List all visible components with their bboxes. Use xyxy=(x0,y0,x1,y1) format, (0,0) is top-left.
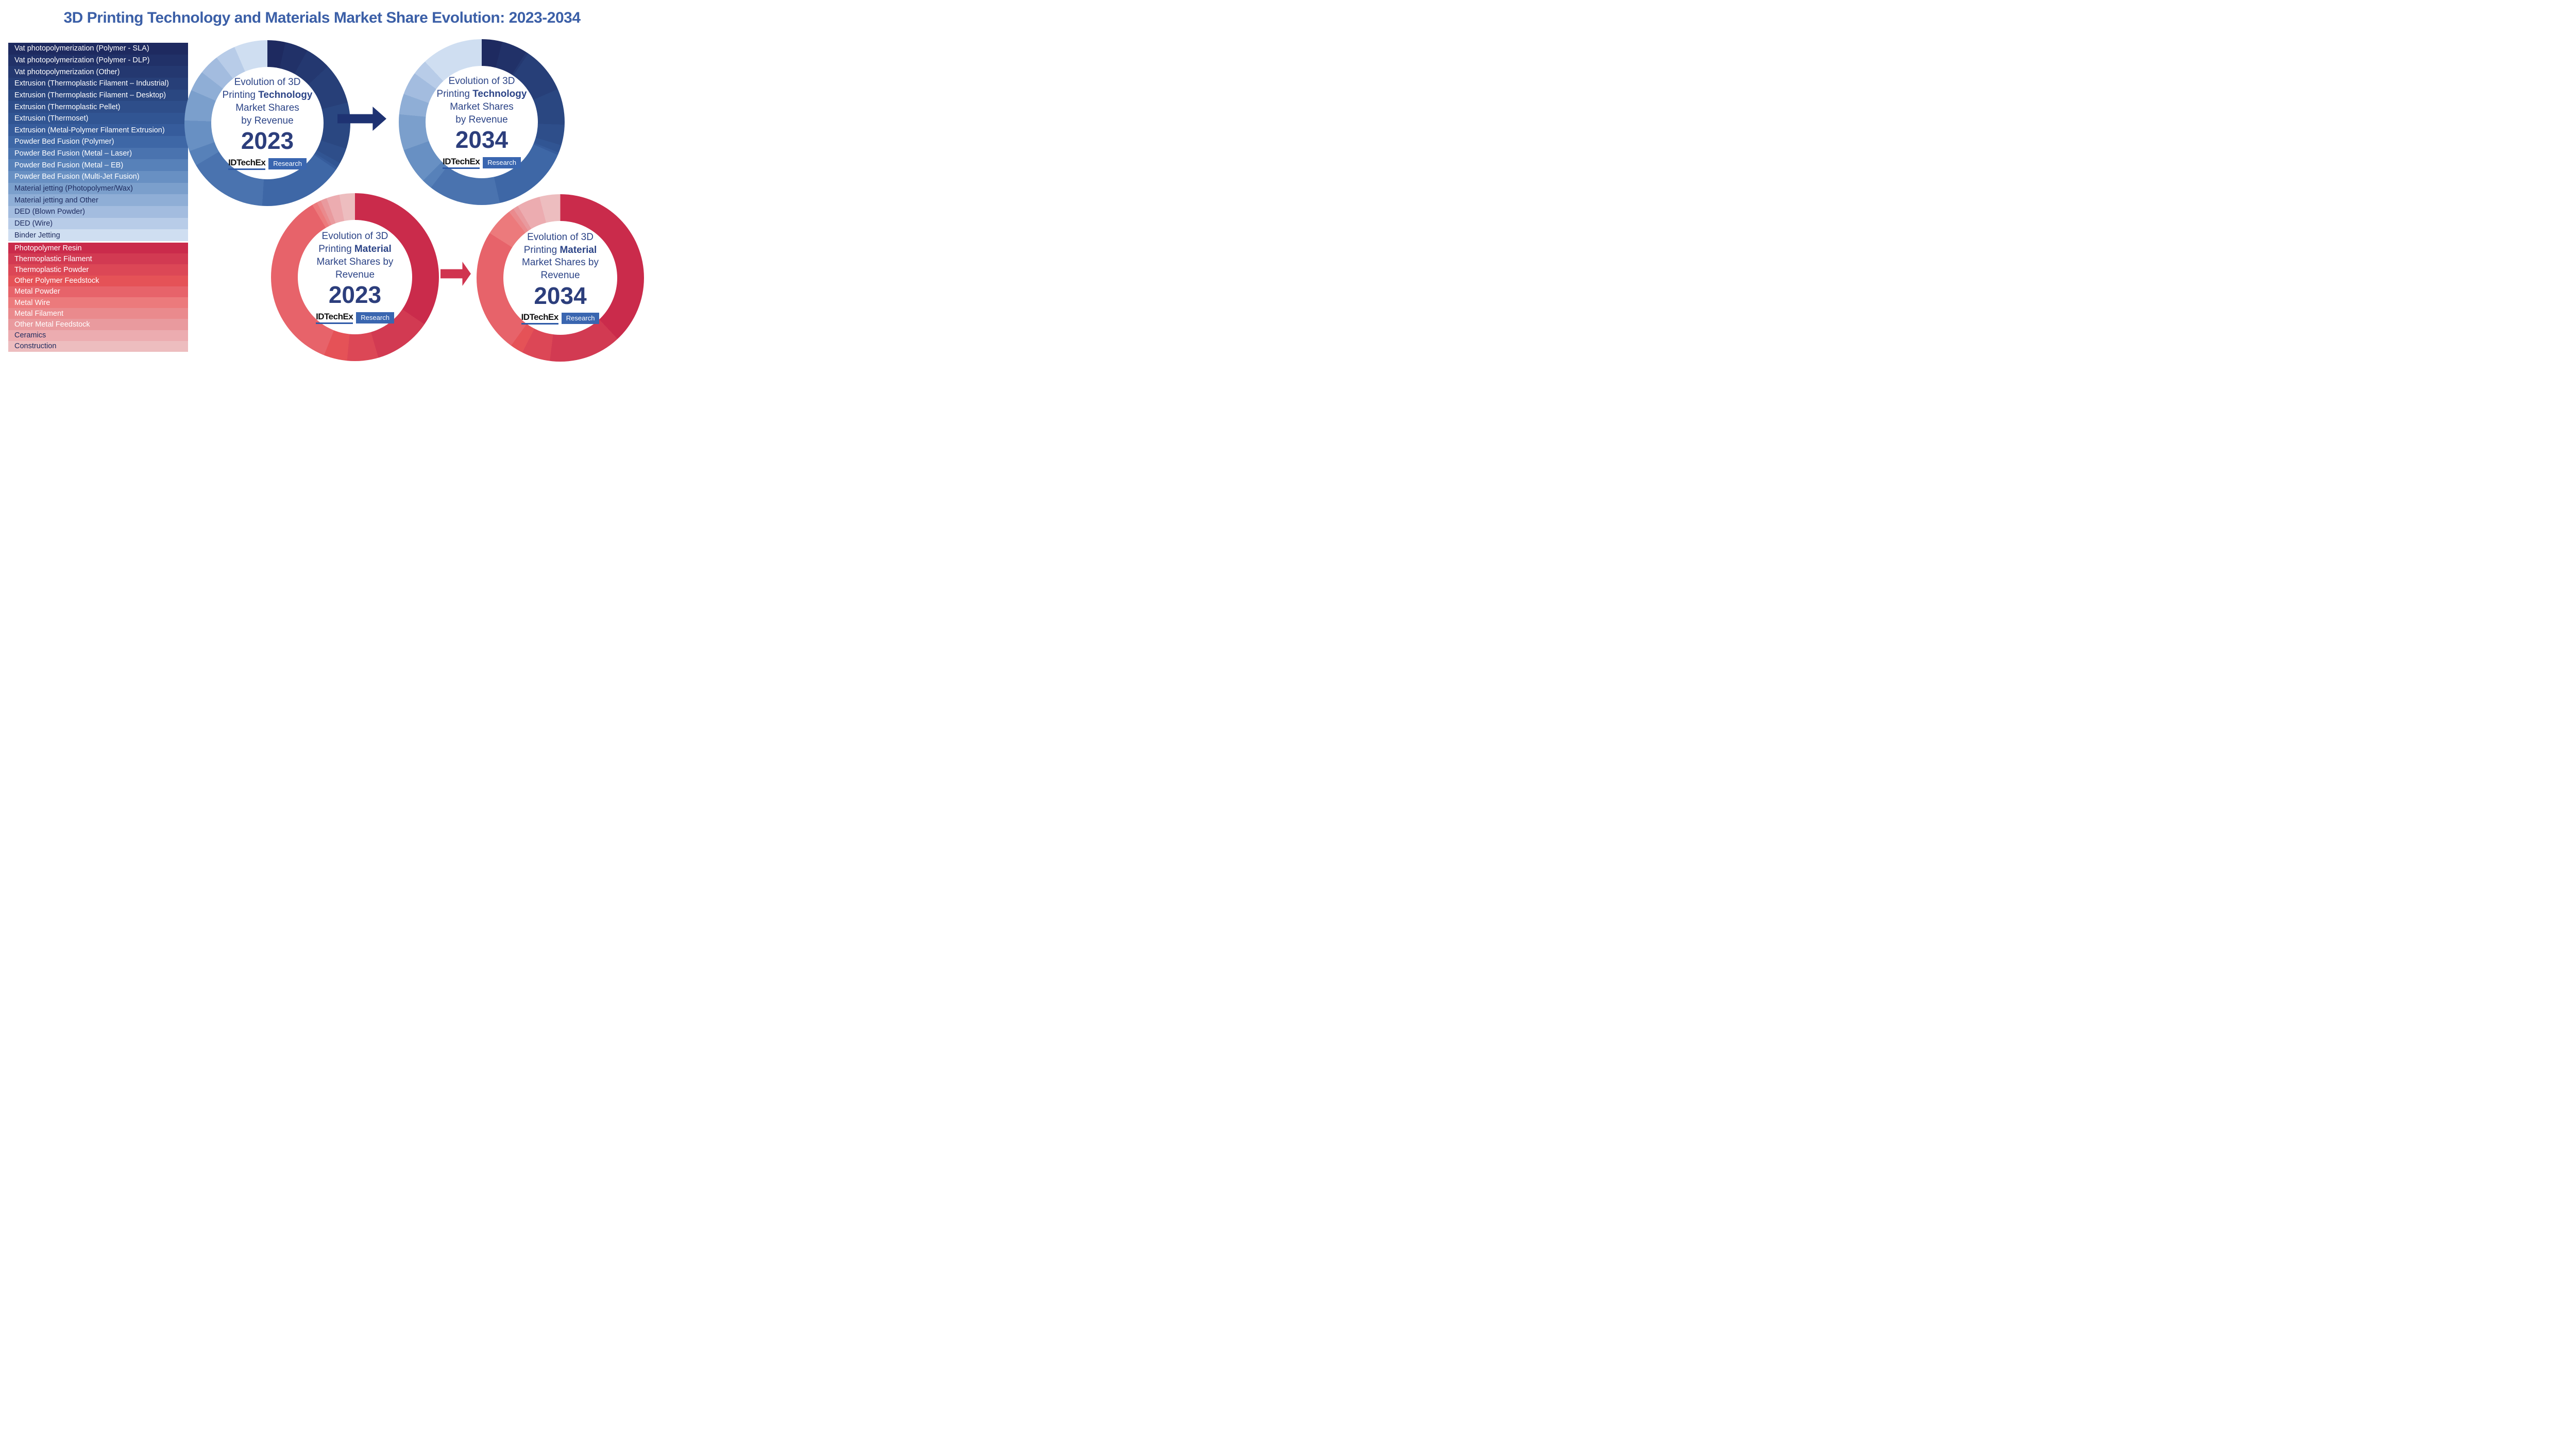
legend-item: Construction xyxy=(8,340,188,352)
infographic-canvas: 3D Printing Technology and Materials Mar… xyxy=(0,0,644,362)
donut-year: 2023 xyxy=(241,127,294,155)
legend-item: DED (Blown Powder) xyxy=(8,206,188,218)
legend-item: Metal Filament xyxy=(8,308,188,319)
legend-item: Powder Bed Fusion (Polymer) xyxy=(8,136,188,148)
donut-chart-technology-2034: Evolution of 3D Printing Technology Mark… xyxy=(399,39,565,205)
donut-chart-material-2034: Evolution of 3D Printing Material Market… xyxy=(477,194,644,362)
donut-center-label: Evolution of 3D Printing Material Market… xyxy=(316,231,394,280)
legend-item: Vat photopolymerization (Polymer - DLP) xyxy=(8,54,188,66)
donut-chart-technology-2023: Evolution of 3D Printing Technology Mark… xyxy=(184,40,350,206)
idtechex-wordmark: IDTechEx xyxy=(316,312,353,324)
page-title: 3D Printing Technology and Materials Mar… xyxy=(63,9,581,26)
legend-item: Binder Jetting xyxy=(8,229,188,241)
donut-year: 2023 xyxy=(328,281,382,309)
research-badge: Research xyxy=(483,157,521,168)
idtechex-logo: IDTechEx Research xyxy=(228,158,307,170)
legend-item: Thermoplastic Powder xyxy=(8,264,188,276)
legend-item: Powder Bed Fusion (Metal – EB) xyxy=(8,159,188,172)
donut-center-label: Evolution of 3D Printing Technology Mark… xyxy=(222,77,313,126)
donut-center: Evolution of 3D Printing Material Market… xyxy=(503,221,617,335)
legend-item: Extrusion (Thermoset) xyxy=(8,112,188,125)
research-badge: Research xyxy=(268,158,307,169)
legend-item: Vat photopolymerization (Polymer - SLA) xyxy=(8,43,188,55)
donut-chart-material-2023: Evolution of 3D Printing Material Market… xyxy=(271,193,439,361)
legend-item: Metal Wire xyxy=(8,297,188,309)
idtechex-wordmark: IDTechEx xyxy=(443,157,480,169)
idtechex-wordmark: IDTechEx xyxy=(228,158,266,170)
legend-item: Extrusion (Thermoplastic Pellet) xyxy=(8,101,188,113)
research-badge: Research xyxy=(561,313,600,325)
donut-center-label: Evolution of 3D Printing Material Market… xyxy=(522,231,599,281)
donut-year: 2034 xyxy=(455,126,509,154)
idtechex-logo: IDTechEx Research xyxy=(316,312,394,324)
legend-item: Powder Bed Fusion (Metal – Laser) xyxy=(8,147,188,160)
donut-center: Evolution of 3D Printing Material Market… xyxy=(298,220,412,334)
legend-item: Extrusion (Thermoplastic Filament – Indu… xyxy=(8,77,188,90)
idtechex-wordmark: IDTechEx xyxy=(521,312,558,325)
legend-item: DED (Wire) xyxy=(8,217,188,230)
legend-item: Other Metal Feedstock xyxy=(8,319,188,330)
legend-item: Photopolymer Resin xyxy=(8,243,188,254)
idtechex-logo: IDTechEx Research xyxy=(521,312,600,325)
legend-item: Thermoplastic Filament xyxy=(8,253,188,265)
technology-legend: Vat photopolymerization (Polymer - SLA) V… xyxy=(8,43,188,241)
research-badge: Research xyxy=(356,312,394,323)
donut-center: Evolution of 3D Printing Technology Mark… xyxy=(425,65,538,179)
donut-center: Evolution of 3D Printing Technology Mark… xyxy=(211,66,324,180)
materials-legend: Photopolymer Resin Thermoplastic Filament… xyxy=(8,243,188,352)
legend-item: Powder Bed Fusion (Multi-Jet Fusion) xyxy=(8,171,188,183)
legend-item: Ceramics xyxy=(8,330,188,341)
donut-center-label: Evolution of 3D Printing Technology Mark… xyxy=(436,76,527,125)
legend-item: Metal Powder xyxy=(8,286,188,298)
arrow-right-icon xyxy=(440,262,471,286)
legend-item: Other Polymer Feedstock xyxy=(8,275,188,286)
legend-item: Material jetting (Photopolymer/Wax) xyxy=(8,182,188,195)
legend-item: Extrusion (Thermoplastic Filament – Desk… xyxy=(8,89,188,101)
legend-item: Extrusion (Metal-Polymer Filament Extrus… xyxy=(8,124,188,137)
idtechex-logo: IDTechEx Research xyxy=(443,157,521,169)
legend-item: Material jetting and Other xyxy=(8,194,188,206)
donut-year: 2034 xyxy=(534,282,587,309)
legend-item: Vat photopolymerization (Other) xyxy=(8,66,188,78)
